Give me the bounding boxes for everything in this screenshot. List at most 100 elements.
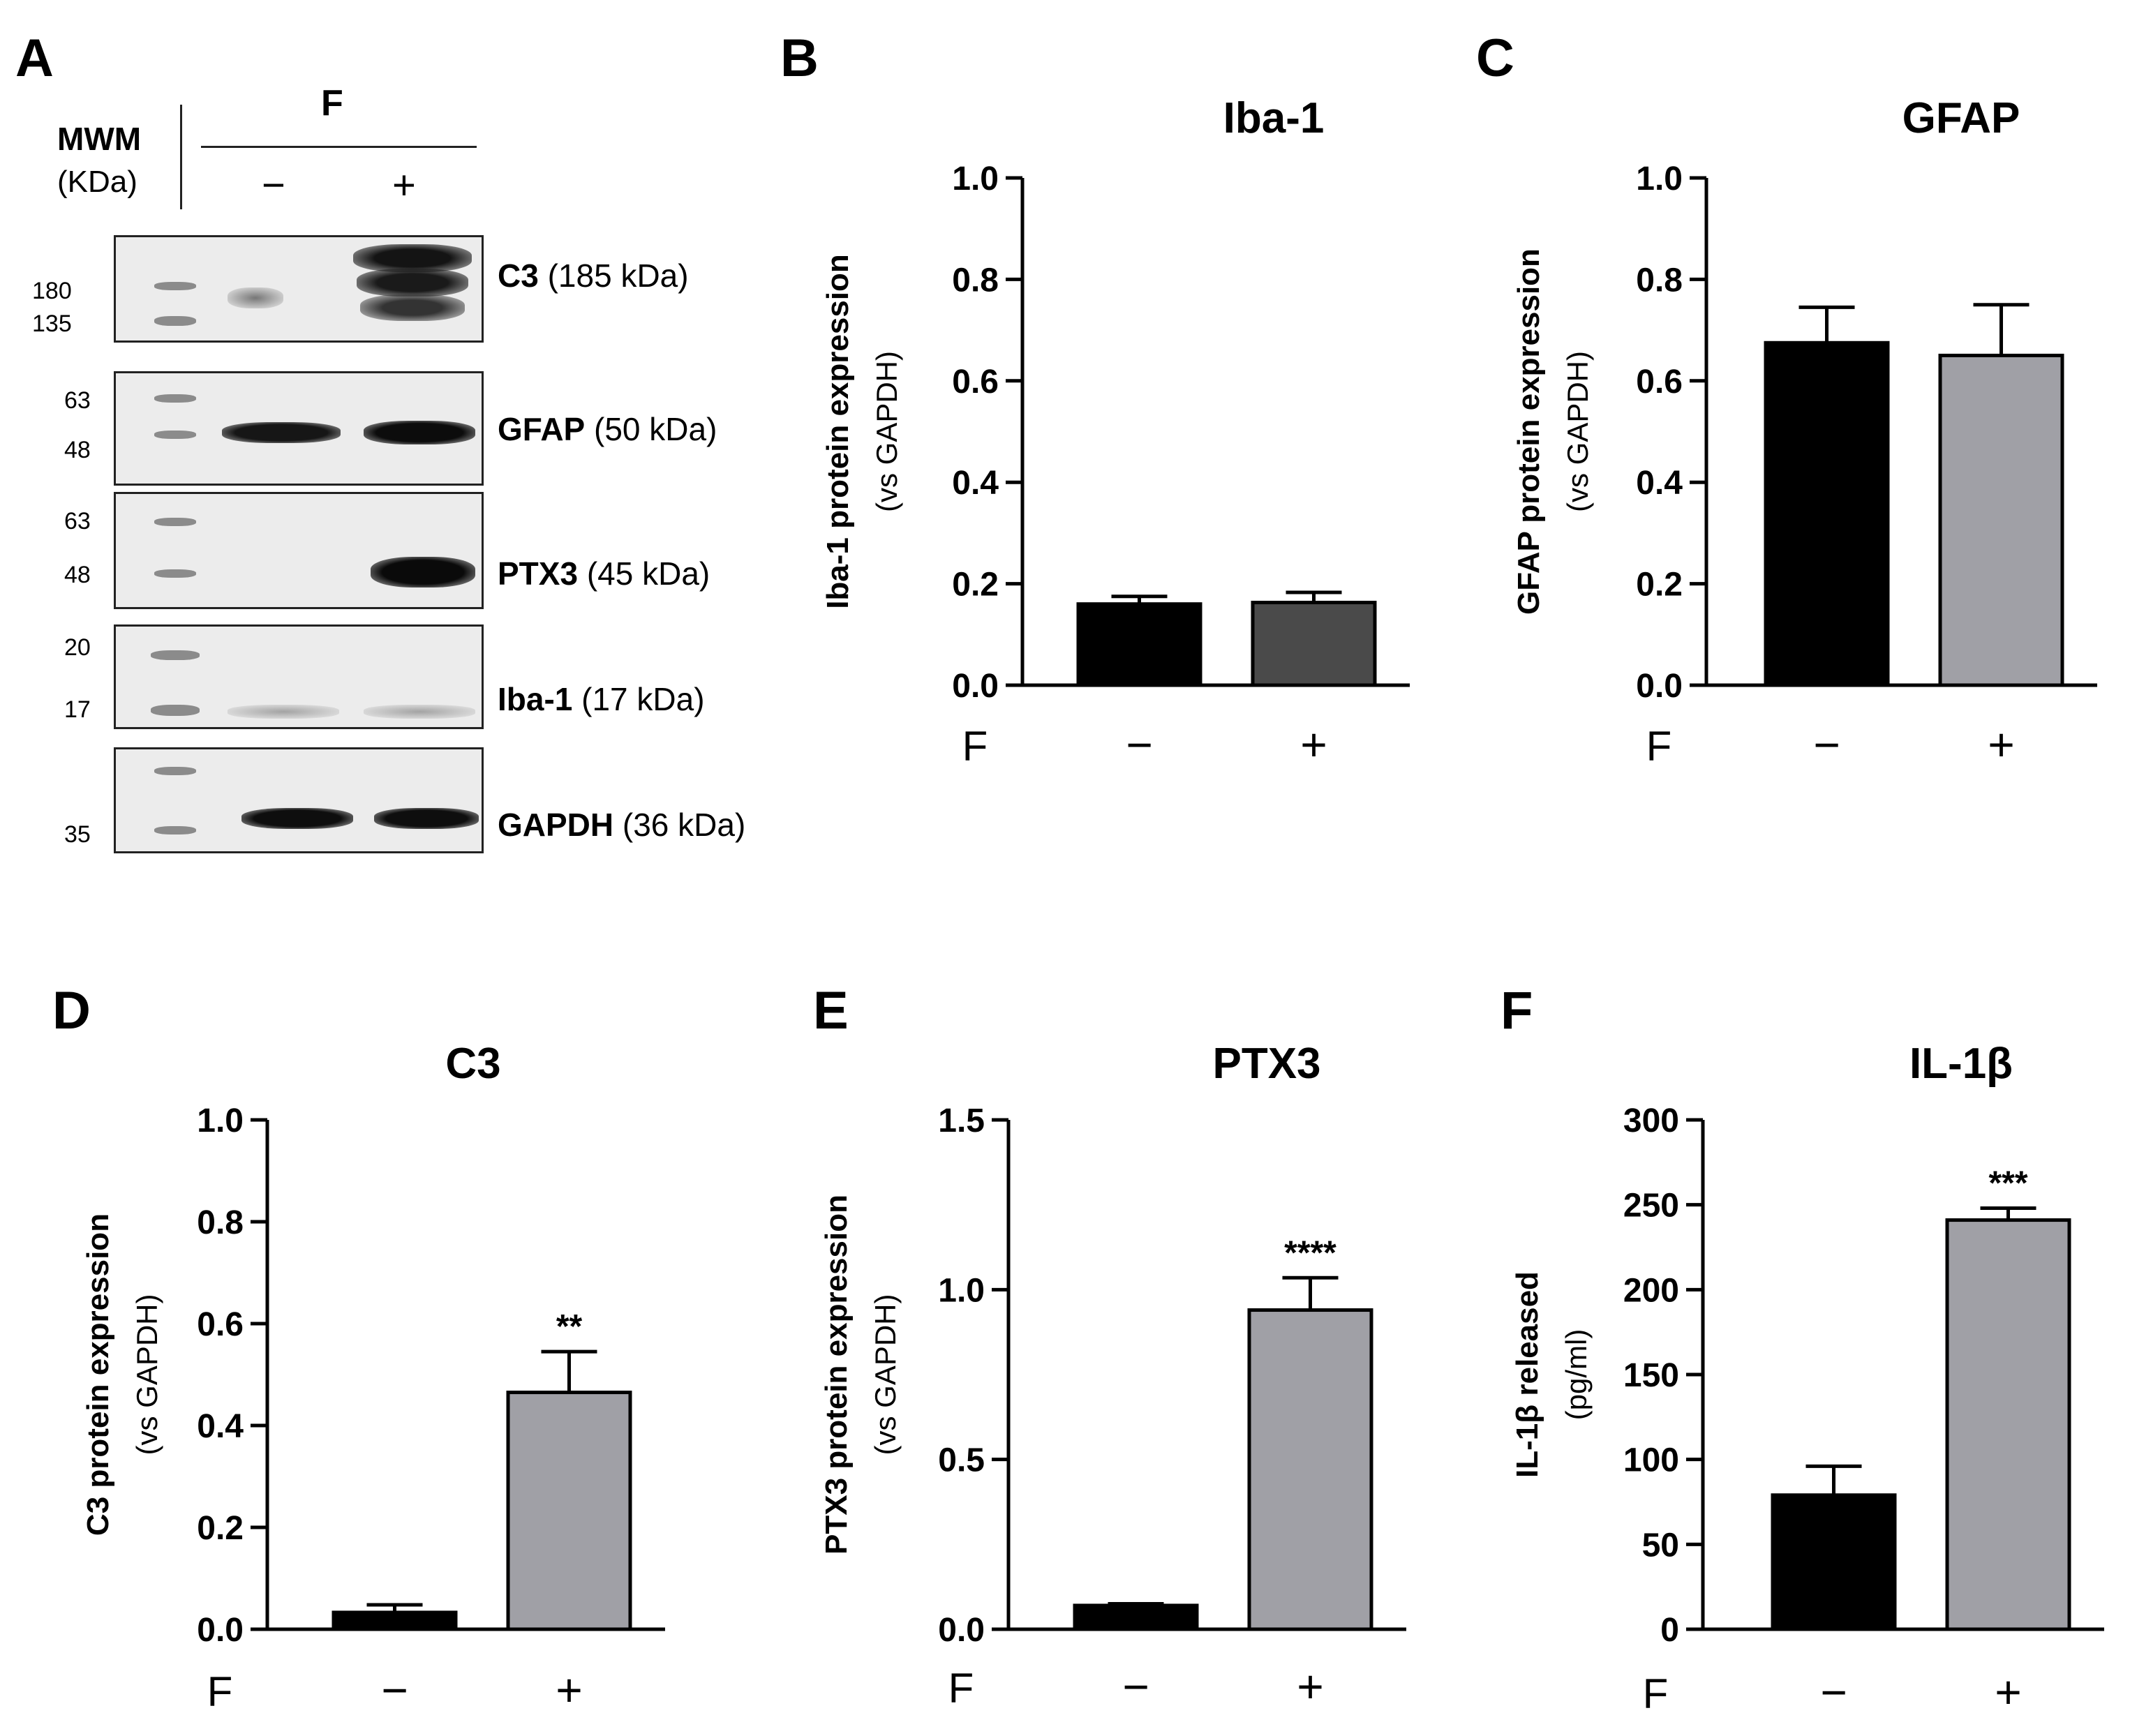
protein-label-gapdh: GAPDH (36 kDa) — [498, 806, 745, 844]
chart-b-ytick-label: 0.6 — [952, 364, 999, 401]
chart-b-category-label: + — [1300, 719, 1327, 770]
chart-e-bar — [1247, 1308, 1373, 1631]
blot-iba1 — [114, 624, 484, 729]
marker-iba1-1: 20 — [64, 634, 91, 661]
lane-minus-label: − — [262, 163, 285, 208]
chart-d-category-label: + — [556, 1664, 583, 1716]
chart-d-ytick-label: 0.6 — [197, 1306, 244, 1343]
chart-f-ytick-label: 300 — [1623, 1102, 1679, 1139]
chart-f-title: IL-1β — [1909, 1040, 2013, 1088]
chart-f-ytick-label: 150 — [1623, 1357, 1679, 1394]
blot-gfap — [114, 371, 484, 486]
protein-name-gapdh: GAPDH — [498, 807, 614, 843]
chart-b-title: Iba-1 — [1223, 94, 1325, 142]
chart-c-ytick-label: 0.0 — [1636, 668, 1683, 705]
marker-ptx3-1: 63 — [64, 508, 91, 534]
protein-size-gfap: (50 kDa) — [594, 411, 717, 447]
chart-d-ytick-label: 0.2 — [197, 1510, 244, 1547]
chart-f-ytick-label: 250 — [1623, 1188, 1679, 1225]
chart-b-ylabel-sub: (vs GAPDH) — [870, 351, 903, 512]
chart-d-bar — [506, 1391, 632, 1631]
chart-d-ytick-label: 0.4 — [197, 1408, 244, 1445]
chart-e-significance: **** — [1284, 1234, 1336, 1271]
chart-f-bar — [1771, 1493, 1897, 1631]
chart-c-ylabel-sub: (vs GAPDH) — [1561, 351, 1594, 512]
protein-label-c3: C3 (185 kDa) — [498, 257, 689, 294]
chart-c-category-label: + — [1988, 719, 2015, 770]
protein-name-iba1: Iba-1 — [498, 681, 573, 717]
panel-letter-b: B — [780, 29, 819, 88]
protein-label-iba1: Iba-1 (17 kDa) — [498, 680, 705, 718]
protein-label-gfap: GFAP (50 kDa) — [498, 410, 717, 448]
panel-letter-d: D — [52, 981, 91, 1040]
chart-e-ylabel-sub: (vs GAPDH) — [869, 1294, 902, 1456]
chart-c-bar — [1764, 341, 1890, 687]
chart-c-ytick-label: 0.4 — [1636, 465, 1683, 502]
chart-d-ylabel-sub: (vs GAPDH) — [131, 1294, 163, 1456]
chart-b-ytick-label: 0.4 — [952, 465, 999, 502]
marker-c3-1: 180 — [32, 278, 72, 304]
chart-f-ylabel: IL-1β released — [1510, 1271, 1544, 1478]
chart-d-ylabel: C3 protein expression — [81, 1213, 115, 1536]
chart-d-x-prefix: F — [207, 1668, 233, 1715]
chart-f-significance: *** — [1988, 1165, 2027, 1202]
chart-c-ytick-label: 0.8 — [1636, 262, 1683, 299]
chart-f-ylabel-sub: (pg/ml) — [1560, 1329, 1593, 1421]
chart-d-ytick-label: 0.0 — [197, 1612, 244, 1649]
chart-f-x-prefix: F — [1643, 1670, 1669, 1717]
chart-c-ytick-label: 1.0 — [1636, 160, 1683, 197]
chart-f-ytick-label: 50 — [1642, 1527, 1679, 1564]
panel-letter-f: F — [1500, 981, 1533, 1040]
protein-name-gfap: GFAP — [498, 411, 586, 447]
marker-gfap-1: 63 — [64, 387, 91, 414]
chart-e-title: PTX3 — [1212, 1040, 1320, 1088]
chart-c-title: GFAP — [1902, 94, 2020, 142]
chart-c-category-label: − — [1813, 719, 1840, 770]
chart-e-ytick-label: 0.5 — [938, 1442, 985, 1479]
chart-d-significance: ** — [556, 1308, 583, 1345]
marker-gfap-2: 48 — [64, 437, 91, 463]
protein-label-ptx3: PTX3 (45 kDa) — [498, 555, 710, 592]
protein-size-iba1: (17 kDa) — [581, 681, 705, 717]
chart-b-ylabel: Iba-1 protein expression — [821, 254, 855, 609]
chart-e-category-label: + — [1297, 1661, 1324, 1712]
chart-b-ytick-label: 0.8 — [952, 262, 999, 299]
chart-c-ylabel: GFAP protein expression — [1512, 248, 1546, 615]
chart-b-ytick-label: 0.0 — [952, 668, 999, 705]
chart-b-bar — [1251, 600, 1377, 687]
chart-d-ytick-label: 0.8 — [197, 1204, 244, 1241]
chart-d-ytick-label: 1.0 — [197, 1102, 244, 1139]
kda-label: (KDa) — [57, 165, 137, 199]
blot-gapdh — [114, 747, 484, 853]
chart-c-ytick-label: 0.6 — [1636, 364, 1683, 401]
chart-e-ytick-label: 1.5 — [938, 1102, 985, 1139]
protein-size-gapdh: (36 kDa) — [622, 807, 746, 843]
chart-e-x-prefix: F — [948, 1665, 974, 1712]
chart-b-ytick-label: 0.2 — [952, 567, 999, 604]
mwm-divider — [180, 105, 182, 209]
chart-e-ytick-label: 1.0 — [938, 1272, 985, 1309]
protein-name-ptx3: PTX3 — [498, 555, 579, 592]
chart-e-ylabel: PTX3 protein expression — [819, 1195, 854, 1555]
chart-e-bar — [1073, 1603, 1199, 1631]
marker-iba1-2: 17 — [64, 696, 91, 723]
panel-letter-c: C — [1476, 29, 1514, 88]
chart-f-category-label: + — [1995, 1666, 2022, 1718]
chart-d-category-label: − — [381, 1664, 408, 1716]
chart-f-ytick-label: 200 — [1623, 1272, 1679, 1309]
chart-f-ytick-label: 100 — [1623, 1442, 1679, 1479]
chart-e-category-label: − — [1122, 1661, 1149, 1712]
marker-ptx3-2: 48 — [64, 562, 91, 588]
chart-f-category-label: − — [1820, 1666, 1847, 1718]
marker-c3-2: 135 — [32, 310, 72, 337]
chart-f-ytick-label: 0 — [1660, 1612, 1679, 1649]
chart-c-x-prefix: F — [1646, 723, 1672, 770]
panel-letter-a: A — [15, 29, 54, 88]
blot-ptx3 — [114, 492, 484, 609]
chart-d-title: C3 — [445, 1040, 500, 1088]
protein-name-c3: C3 — [498, 257, 539, 294]
treatment-label: F — [321, 83, 343, 124]
chart-d-bar — [332, 1610, 458, 1631]
lane-plus-label: + — [392, 163, 416, 208]
